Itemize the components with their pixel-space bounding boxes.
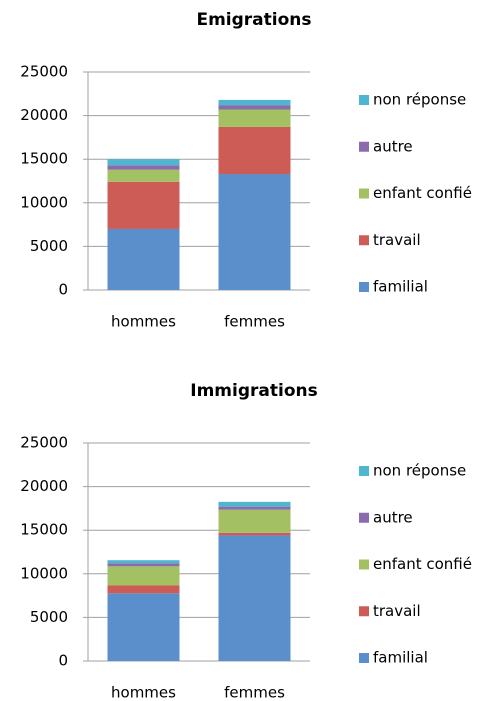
bar-segment — [107, 228, 180, 290]
y-tick-label: 5000 — [30, 237, 68, 255]
legend-label: travail — [373, 231, 421, 249]
legend-label: autre — [373, 137, 413, 155]
legend-swatch — [359, 512, 369, 523]
legend-label: travail — [373, 602, 421, 620]
bar-segment — [107, 593, 180, 661]
legend-swatch — [359, 188, 369, 199]
y-tick-label: 20000 — [20, 477, 68, 495]
bar-segment — [107, 566, 180, 586]
y-tick-label: 15000 — [20, 150, 68, 168]
legend-swatch — [359, 653, 369, 663]
legend-swatch — [359, 235, 369, 246]
legend-label: familial — [373, 278, 428, 296]
legend-swatch — [359, 141, 369, 152]
y-tick-label: 25000 — [20, 63, 68, 81]
y-tick-label: 10000 — [20, 193, 68, 211]
y-tick-label: 5000 — [30, 608, 68, 626]
bar-segment — [218, 535, 291, 661]
x-tick-label: femmes — [224, 684, 285, 701]
bar-segment — [107, 169, 180, 182]
bar-segment — [218, 501, 291, 507]
bar-segment — [107, 165, 180, 170]
bar-segment — [107, 563, 180, 567]
legend-label: enfant confié — [373, 184, 472, 202]
bar-segment — [218, 506, 291, 510]
bar-segment — [107, 181, 180, 229]
bar-segment — [218, 105, 291, 110]
legend-label: enfant confié — [373, 555, 472, 573]
legend-label: autre — [373, 508, 413, 526]
legend-swatch — [359, 95, 369, 105]
bar-segment — [107, 159, 180, 166]
y-tick-label: 20000 — [20, 106, 68, 124]
legend-swatch — [359, 282, 369, 292]
chart-title: Immigrations — [190, 381, 317, 401]
y-tick-label: 10000 — [20, 564, 68, 582]
legend-label: non réponse — [373, 462, 466, 480]
legend-label: non réponse — [373, 91, 466, 109]
y-tick-label: 0 — [58, 652, 68, 670]
bar-segment — [218, 509, 291, 533]
bar-segment — [218, 109, 291, 127]
x-tick-label: hommes — [111, 684, 176, 701]
legend-swatch — [359, 466, 369, 476]
bar-segment — [218, 99, 291, 106]
x-tick-label: hommes — [111, 313, 176, 331]
bar-segment — [107, 560, 180, 564]
y-tick-label: 15000 — [20, 521, 68, 539]
bar-segment — [218, 126, 291, 175]
bar-segment — [218, 532, 291, 536]
legend-label: familial — [373, 649, 428, 667]
x-tick-label: femmes — [224, 313, 285, 331]
legend-swatch — [359, 606, 369, 617]
y-tick-label: 0 — [58, 281, 68, 299]
bar-segment — [107, 585, 180, 594]
legend-swatch — [359, 559, 369, 570]
y-tick-label: 25000 — [20, 434, 68, 452]
chart-title: Emigrations — [196, 10, 311, 30]
bar-segment — [218, 174, 291, 290]
